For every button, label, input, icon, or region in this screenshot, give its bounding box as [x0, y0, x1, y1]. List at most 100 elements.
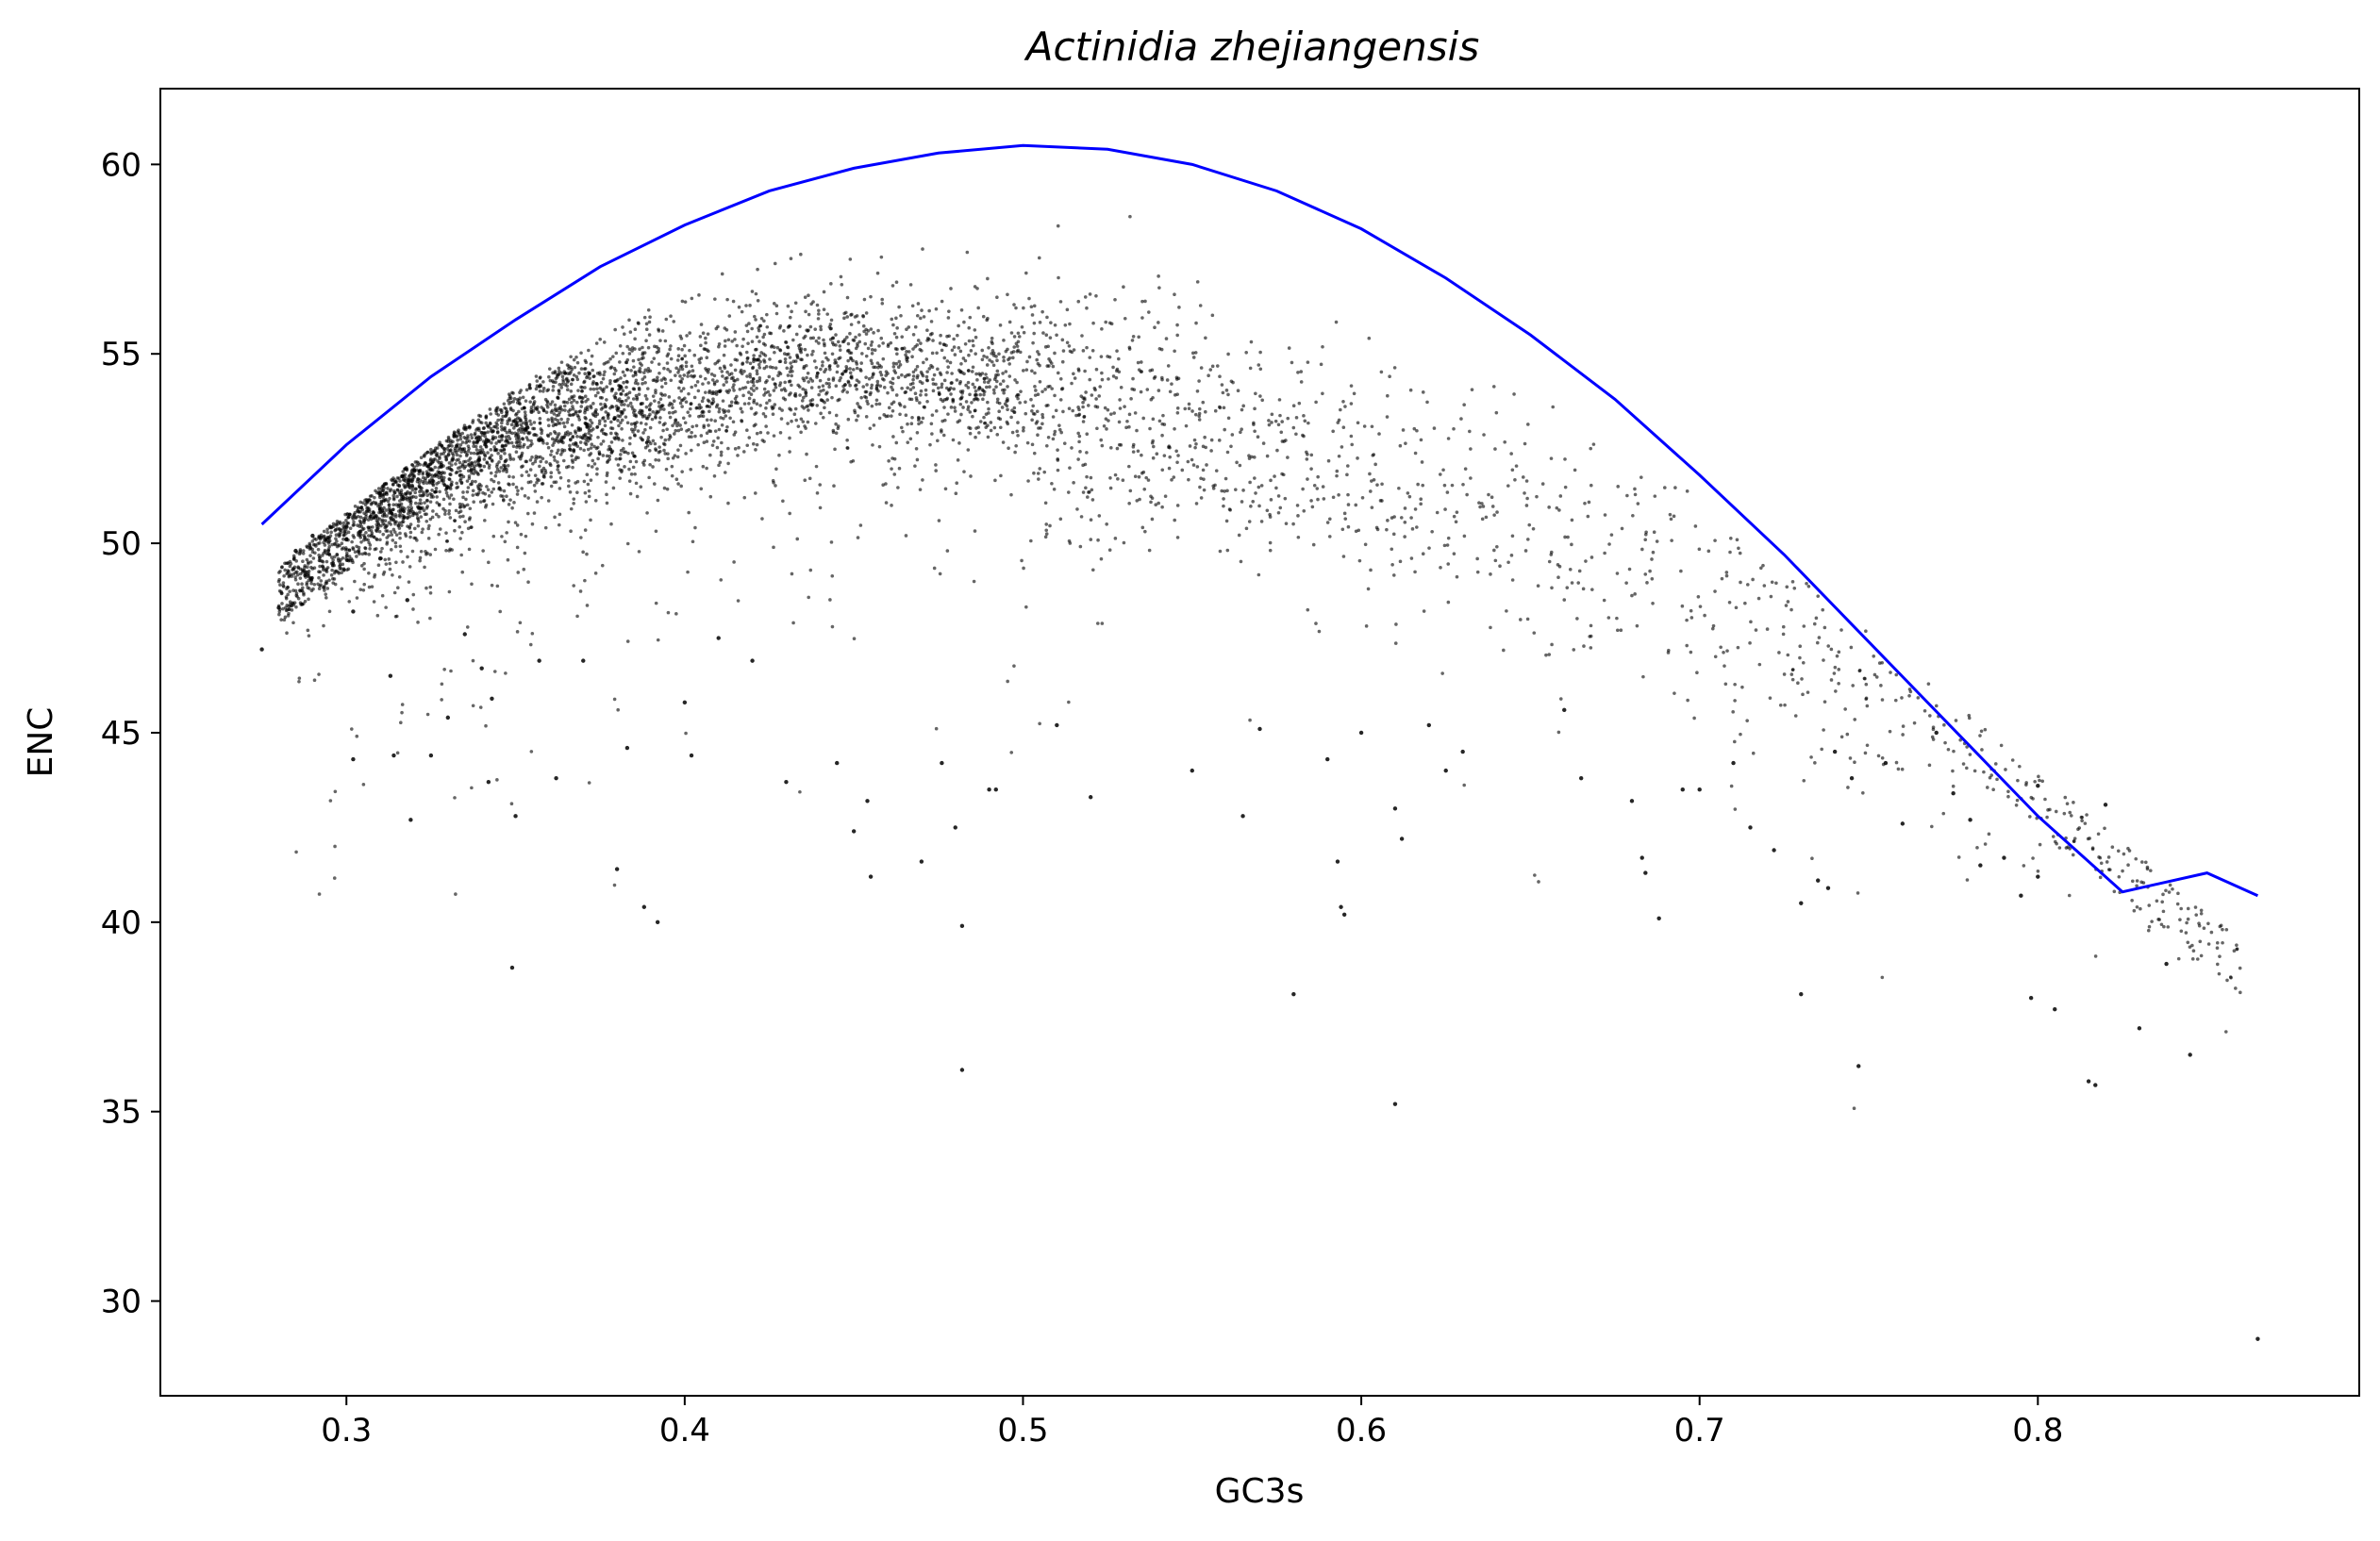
scatter-point	[1299, 370, 1304, 373]
scatter-point	[1054, 408, 1058, 413]
scatter-point	[468, 424, 472, 429]
scatter-point	[297, 676, 302, 680]
scatter-point	[316, 547, 321, 552]
scatter-point	[385, 529, 390, 533]
scatter-point	[720, 440, 724, 445]
scatter-point	[394, 560, 398, 565]
scatter-point	[2141, 881, 2146, 885]
scatter-point	[701, 396, 706, 400]
scatter-point	[444, 539, 449, 543]
scatter-point	[627, 479, 632, 483]
scatter-point	[1117, 442, 1122, 447]
scatter-point	[429, 447, 433, 452]
scatter-point	[1034, 389, 1038, 392]
scatter-point	[934, 307, 939, 311]
scatter-point	[1303, 419, 1307, 423]
scatter-point	[449, 669, 453, 673]
scatter-point	[846, 341, 851, 346]
scatter-point	[596, 435, 600, 439]
scatter-point	[915, 398, 919, 403]
scatter-point	[908, 283, 913, 287]
scatter-point	[1340, 445, 1344, 449]
scatter-point	[680, 470, 684, 473]
scatter-point	[577, 418, 582, 422]
scatter-point	[1058, 300, 1063, 304]
scatter-point	[515, 523, 520, 527]
scatter-point	[2015, 798, 2020, 803]
scatter-point	[840, 340, 845, 344]
scatter-point	[932, 566, 937, 571]
scatter-point	[1689, 616, 1694, 620]
scatter-point	[799, 252, 803, 257]
scatter-point	[994, 385, 998, 389]
scatter-point	[291, 566, 295, 571]
scatter-point	[1157, 501, 1160, 505]
scatter-point	[1105, 427, 1108, 431]
scatter-point	[291, 621, 295, 625]
scatter-point	[1413, 507, 1418, 511]
scatter-point	[691, 424, 694, 429]
scatter-point	[475, 451, 480, 456]
scatter-point	[1131, 335, 1136, 339]
scatter-point	[760, 517, 764, 521]
scatter-point	[763, 380, 768, 385]
scatter-point	[633, 371, 638, 375]
scatter-point	[2126, 863, 2130, 868]
scatter-point	[853, 384, 857, 388]
scatter-point	[456, 442, 459, 447]
scatter-point	[1729, 536, 1733, 540]
scatter-point	[569, 431, 573, 436]
scatter-point	[2134, 856, 2139, 861]
scatter-point	[1302, 414, 1306, 418]
scatter-point	[1030, 418, 1034, 423]
scatter-point	[828, 367, 832, 372]
scatter-point	[1427, 546, 1431, 550]
scatter-point	[875, 383, 880, 387]
scatter-point	[2185, 920, 2189, 925]
scatter-point	[1341, 555, 1346, 558]
scatter-point	[869, 343, 874, 347]
scatter-point	[626, 404, 630, 407]
scatter-point	[294, 850, 298, 854]
scatter-point	[1668, 512, 1673, 517]
scatter-point	[971, 382, 975, 387]
scatter-point	[1173, 518, 1177, 522]
scatter-point	[1907, 688, 1912, 691]
scatter-point	[891, 435, 895, 439]
scatter-point	[1743, 601, 1747, 605]
scatter-point	[569, 506, 574, 511]
scatter-point	[894, 440, 899, 445]
scatter-point	[925, 328, 929, 333]
scatter-point	[612, 883, 617, 887]
scatter-point	[668, 347, 672, 352]
scatter-point	[282, 618, 287, 622]
scatter-point	[504, 414, 508, 419]
scatter-point	[363, 503, 368, 507]
scatter-point	[506, 463, 510, 468]
scatter-point	[1829, 647, 1834, 652]
scatter-point	[447, 511, 451, 516]
scatter-point	[1072, 481, 1075, 485]
scatter-point	[1149, 494, 1153, 499]
scatter-point	[1031, 411, 1036, 416]
scatter-point	[721, 374, 724, 378]
scatter-point	[474, 448, 479, 452]
scatter-point	[538, 417, 542, 421]
scatter-point	[819, 324, 823, 329]
scatter-point	[1257, 504, 1261, 508]
scatter-point	[896, 486, 900, 489]
scatter-point	[587, 781, 591, 785]
scatter-point	[755, 402, 759, 406]
scatter-point	[579, 536, 583, 539]
scatter-point	[995, 433, 1000, 437]
scatter-point	[940, 760, 944, 766]
scatter-point	[854, 335, 857, 340]
scatter-point	[503, 539, 508, 544]
scatter-point	[1022, 306, 1025, 310]
scatter-point	[318, 537, 323, 541]
scatter-point	[509, 965, 515, 970]
scatter-point	[1009, 492, 1013, 497]
scatter-point	[1809, 755, 1813, 759]
scatter-point	[825, 312, 829, 316]
scatter-point	[856, 414, 860, 418]
